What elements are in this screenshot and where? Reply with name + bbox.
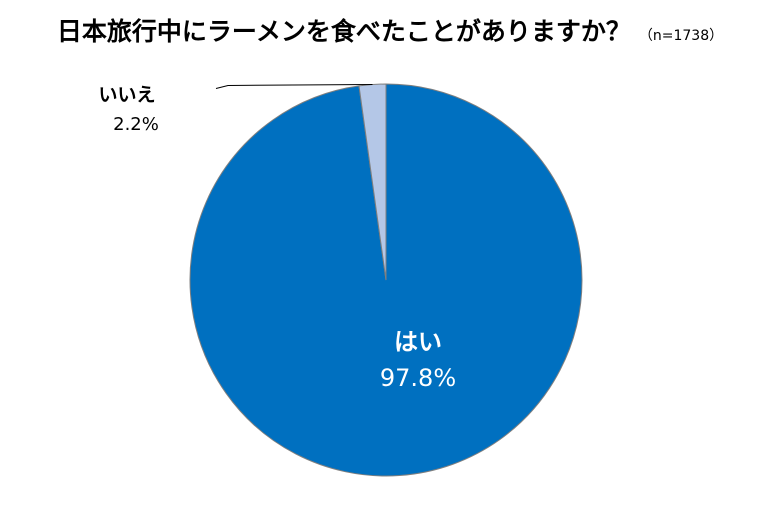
slice-label-value-2: 2.2%	[113, 114, 159, 135]
slice-label-category-1: はい	[394, 328, 442, 356]
leader-line-2	[215, 83, 373, 89]
slice-label-value-1: 97.8%	[380, 364, 456, 392]
slice-label-category-2: いいえ	[98, 84, 155, 106]
chart-title: 日本旅行中にラーメンを食べたことがありますか？	[56, 17, 631, 46]
chart-title-row: 日本旅行中にラーメンを食べたことがありますか？ （n=1738）	[0, 12, 780, 48]
sample-size: （n=1738）	[638, 28, 724, 44]
